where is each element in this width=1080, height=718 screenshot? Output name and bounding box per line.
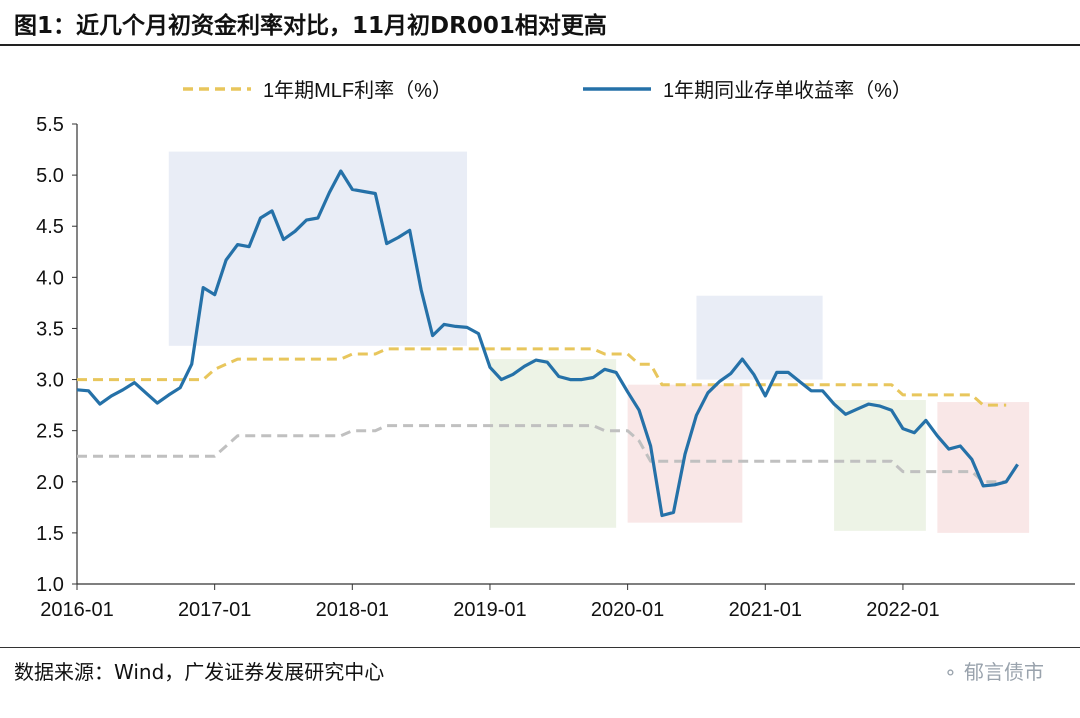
shaded-regions	[168, 151, 1030, 533]
footer-divider	[0, 647, 1080, 648]
shaded-region-2	[489, 359, 617, 528]
series-lines	[76, 169, 1019, 518]
y-tick-label: 4.0	[36, 267, 64, 289]
y-tick-label: 1.5	[36, 523, 64, 545]
x-tick-label: 2018-01	[316, 599, 389, 621]
x-tick-label: 2017-01	[178, 599, 251, 621]
axes: 1.0 1.5 2.0 2.5 3.0 3.5 4.0 4.5 5.0 5.5 2016-01 201…	[36, 114, 1075, 621]
shaded-region-1	[168, 151, 468, 346]
source-note: 数据来源：Wind，广发证券发展研究中心	[14, 660, 385, 684]
y-tick-label: 2.0	[36, 472, 64, 494]
legend: 1年期MLF利率（%） 1年期同业存单收益率（%）	[183, 79, 912, 102]
wechat-icon: ⚬	[942, 663, 958, 684]
x-tick-label: 2021-01	[729, 599, 802, 621]
shaded-region-5	[834, 400, 926, 531]
y-tick-label: 5.5	[36, 114, 64, 136]
line-chart: 1.0 1.5 2.0 2.5 3.0 3.5 4.0 4.5 5.0 5.5 2016-01 201…	[36, 79, 1075, 621]
y-tick-label: 1.0	[36, 574, 64, 596]
legend-label-1: 1年期MLF利率（%）	[263, 79, 452, 102]
legend-label-2: 1年期同业存单收益率（%）	[663, 79, 912, 102]
chart-title: 图1：近几个月初资金利率对比，11月初DR001相对更高	[14, 13, 607, 39]
y-tick-label: 2.5	[36, 421, 64, 443]
series-line-ncd	[76, 169, 1019, 518]
x-tick-label: 2016-01	[40, 599, 113, 621]
title-divider	[0, 44, 1080, 46]
x-tick-label: 2019-01	[453, 599, 526, 621]
watermark: ⚬ 郁言债市	[943, 656, 1044, 685]
x-tick-label: 2020-01	[591, 599, 664, 621]
y-tick-label: 4.5	[36, 216, 64, 238]
watermark-text: 郁言债市	[964, 660, 1044, 684]
x-tick-label: 2022-01	[866, 599, 939, 621]
y-tick-label: 5.0	[36, 165, 64, 187]
y-tick-label: 3.5	[36, 318, 64, 340]
series-line-mlf	[77, 347, 1007, 407]
shaded-region-4	[696, 295, 823, 380]
y-tick-label: 3.0	[36, 370, 64, 392]
